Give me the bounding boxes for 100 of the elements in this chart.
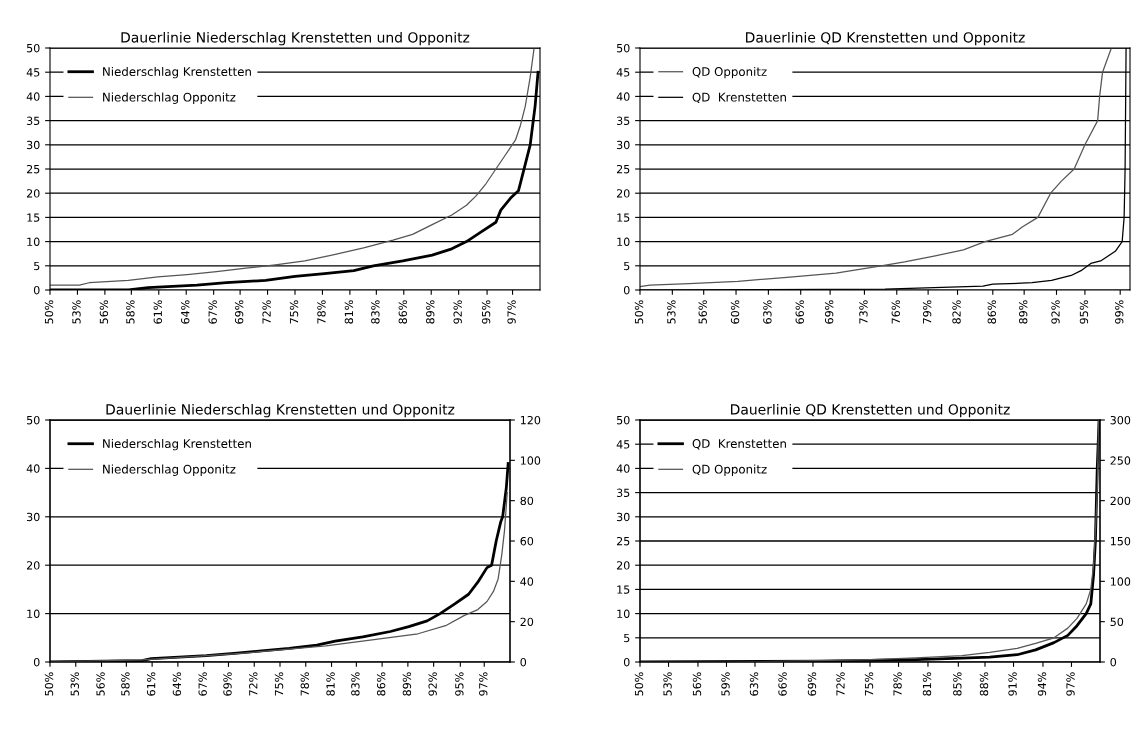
y2-tick-label: 20: [520, 617, 534, 627]
x-tick-label: 50%: [634, 300, 644, 324]
x-tick-label: 78%: [317, 300, 326, 324]
y2-tick-label: 150: [1110, 536, 1131, 546]
y-tick-label: 50: [617, 43, 630, 53]
y-tick-label: 50: [617, 415, 630, 425]
x-tick-label: 92%: [428, 672, 437, 696]
x-tick-label: 64%: [181, 300, 190, 324]
y-tick-label: 45: [616, 68, 630, 77]
y-tick-label: 15: [27, 213, 40, 222]
x-tick-label: 58%: [121, 672, 130, 696]
y-tick-label: 50: [27, 43, 40, 53]
x-tick-label: 63%: [749, 672, 759, 696]
x-tick-label: 94%: [1037, 672, 1047, 696]
x-tick-label: 73%: [859, 300, 868, 324]
x-tick-label: 58%: [126, 300, 135, 324]
x-tick-label: 50%: [44, 672, 54, 696]
y-tick-label: 0: [33, 285, 40, 295]
x-tick-label: 95%: [1079, 300, 1089, 324]
chart-title: Dauerlinie Niederschlag Krenstetten und Opponitz: [106, 403, 455, 418]
x-tick-label: 86%: [376, 672, 386, 696]
y-tick-label: 30: [26, 140, 40, 150]
x-tick-label: 61%: [146, 672, 156, 696]
x-tick-label: 60%: [730, 300, 740, 324]
y2-tick-label: 250: [1110, 456, 1131, 465]
x-tick-label: 53%: [70, 672, 79, 696]
y-tick-label: 15: [617, 585, 630, 594]
y2-tick-label: 40: [520, 577, 534, 586]
y-tick-label: 0: [33, 657, 40, 667]
chart-title: Dauerlinie Niederschlag Krenstetten und Opponitz: [121, 31, 470, 46]
y2-tick-label: 50: [1110, 617, 1124, 627]
x-tick-label: 82%: [952, 300, 961, 324]
y-tick-label: 25: [26, 164, 40, 174]
legend-label: QD Krenstetten: [692, 439, 786, 450]
legend-label: Niederschlag Opponitz: [103, 92, 236, 104]
y2-tick-label: 100: [520, 456, 541, 465]
y2-tick-label: 0: [1110, 657, 1117, 667]
x-tick-label: 86%: [987, 300, 997, 324]
x-tick-label: 91%: [1008, 672, 1017, 696]
x-tick-label: 88%: [979, 672, 989, 696]
y2-tick-label: 120: [520, 415, 541, 425]
chart-title: Dauerlinie QD Krenstetten und Opponitz: [731, 403, 1010, 418]
x-tick-label: 75%: [289, 300, 299, 324]
y-tick-label: 35: [26, 116, 40, 125]
x-tick-label: 69%: [824, 300, 834, 324]
x-tick-label: 85%: [953, 672, 962, 696]
y-tick-label: 45: [616, 440, 630, 449]
x-tick-label: 78%: [300, 672, 309, 696]
y-tick-label: 10: [617, 237, 630, 246]
y-tick-label: 15: [617, 213, 630, 222]
y-tick-label: 40: [616, 92, 630, 101]
y-tick-label: 20: [26, 189, 40, 198]
legend-label: QD Opponitz: [692, 66, 767, 79]
x-tick-label: 97%: [507, 300, 516, 324]
y-tick-label: 35: [616, 488, 630, 497]
x-tick-label: 83%: [371, 300, 380, 324]
x-tick-label: 69%: [223, 672, 232, 696]
x-tick-label: 67%: [208, 300, 217, 324]
x-tick-label: 50%: [634, 672, 644, 696]
x-tick-label: 56%: [698, 300, 707, 324]
y-tick-label: 25: [616, 164, 630, 174]
x-tick-label: 59%: [721, 672, 730, 696]
legend-label: QD Krenstetten: [692, 92, 786, 103]
x-tick-label: 64%: [172, 672, 182, 696]
y-tick-label: 0: [623, 285, 630, 295]
x-tick-label: 97%: [479, 672, 488, 696]
y-tick-label: 40: [26, 464, 40, 473]
x-tick-label: 63%: [763, 300, 772, 324]
x-tick-label: 83%: [351, 672, 360, 696]
y2-tick-label: 0: [520, 657, 527, 667]
y2-tick-label: 100: [1110, 577, 1131, 586]
x-tick-label: 92%: [1051, 300, 1060, 324]
x-tick-label: 89%: [1018, 300, 1028, 324]
x-tick-label: 56%: [96, 672, 105, 696]
y-tick-label: 0: [623, 657, 630, 667]
y-tick-label: 30: [26, 512, 40, 522]
x-tick-label: 72%: [836, 672, 845, 696]
y-tick-label: 50: [27, 415, 40, 425]
x-tick-label: 56%: [692, 672, 702, 696]
y-tick-label: 20: [26, 561, 40, 570]
y-tick-label: 40: [616, 464, 630, 473]
x-tick-label: 69%: [807, 672, 817, 696]
y-tick-label: 35: [616, 116, 630, 125]
x-tick-label: 81%: [922, 672, 932, 696]
y-tick-label: 5: [624, 261, 630, 271]
y-tick-label: 10: [27, 609, 40, 618]
y-tick-label: 5: [34, 261, 40, 271]
y2-tick-label: 60: [520, 536, 534, 546]
x-tick-label: 53%: [72, 300, 81, 324]
y-tick-label: 20: [616, 561, 630, 570]
y-tick-label: 25: [616, 536, 630, 546]
x-tick-label: 97%: [1066, 672, 1075, 696]
y-tick-label: 20: [616, 189, 630, 198]
x-tick-label: 56%: [99, 300, 109, 324]
legend-label: Niederschlag Krenstetten: [103, 66, 251, 79]
x-tick-label: 81%: [344, 300, 354, 324]
x-tick-label: 95%: [455, 672, 464, 696]
x-tick-label: 67%: [198, 672, 207, 696]
x-tick-label: 99%: [1115, 300, 1124, 324]
x-tick-label: 66%: [795, 300, 804, 324]
